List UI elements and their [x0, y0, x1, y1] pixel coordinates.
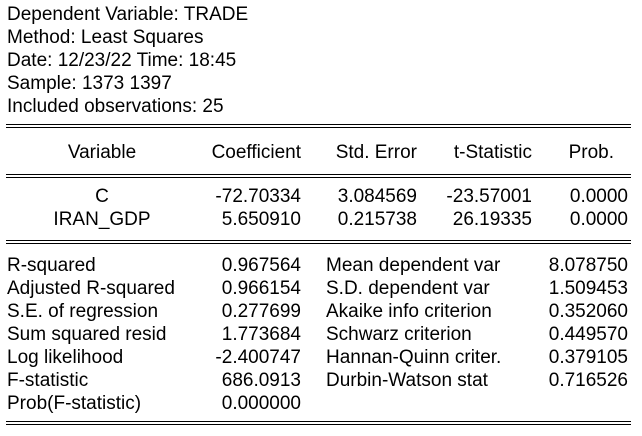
stat-value: 0.449570	[548, 324, 628, 345]
stat-label: Durbin-Watson stat	[326, 370, 488, 391]
row-t-statistic: 26.19335	[452, 209, 532, 230]
header-rule-2	[6, 177, 631, 178]
stat-label: Mean dependent var	[326, 255, 501, 276]
header-rule	[6, 174, 631, 175]
stat-label: Hannan-Quinn criter.	[326, 347, 502, 368]
stat-value: -2.400747	[215, 347, 301, 368]
row-coefficient: -72.70334	[215, 186, 301, 207]
observations-line: Included observations: 25	[7, 96, 224, 117]
stat-value: 0.352060	[548, 301, 628, 322]
stat-value: 8.078750	[548, 255, 628, 276]
column-header-t-statistic: t-Statistic	[453, 142, 532, 163]
row-coefficient: 5.650910	[221, 209, 301, 230]
dependent-variable-line: Dependent Variable: TRADE	[7, 4, 249, 25]
stat-value: 0.000000	[221, 393, 301, 414]
stat-label: Prob(F-statistic)	[7, 393, 142, 414]
stat-value: 0.379105	[548, 347, 628, 368]
column-header-coefficient: Coefficient	[211, 142, 301, 163]
row-variable: C	[95, 186, 109, 207]
date-line: Date: 12/23/22 Time: 18:45	[7, 50, 237, 71]
table-top-rule	[6, 124, 631, 125]
stat-label: S.D. dependent var	[326, 278, 490, 299]
row-std-error: 3.084569	[337, 186, 417, 207]
column-header-prob: Prob.	[568, 142, 614, 163]
stat-label: Akaike info criterion	[326, 301, 492, 322]
column-header-variable: Variable	[67, 142, 137, 163]
stat-value: 0.277699	[221, 301, 301, 322]
stat-label: Log likelihood	[7, 347, 124, 368]
stat-label: Sum squared resid	[7, 324, 167, 345]
stat-label: F-statistic	[7, 370, 89, 391]
stat-value: 1.509453	[548, 278, 628, 299]
stat-value: 0.966154	[221, 278, 301, 299]
stat-label: Adjusted R-squared	[7, 278, 175, 299]
row-variable: IRAN_GDP	[53, 209, 151, 230]
row-prob: 0.0000	[569, 209, 628, 230]
sample-line: Sample: 1373 1397	[7, 73, 172, 94]
stat-value: 1.773684	[221, 324, 301, 345]
row-std-error: 0.215738	[337, 209, 417, 230]
table-bottom-rule-2	[6, 424, 631, 425]
coefficients-rule	[6, 240, 631, 241]
stat-value: 0.716526	[548, 370, 628, 391]
stat-value: 0.967564	[221, 255, 301, 276]
table-bottom-rule	[6, 421, 631, 422]
method-line: Method: Least Squares	[7, 27, 204, 48]
stat-label: Schwarz criterion	[326, 324, 472, 345]
stat-value: 686.0913	[221, 370, 301, 391]
column-header-std-error: Std. Error	[335, 142, 417, 163]
row-prob: 0.0000	[569, 186, 628, 207]
row-t-statistic: -23.57001	[446, 186, 532, 207]
table-top-rule-2	[6, 127, 631, 128]
stat-label: R-squared	[7, 255, 96, 276]
coefficients-rule-2	[6, 243, 631, 244]
stat-label: S.E. of regression	[7, 301, 159, 322]
